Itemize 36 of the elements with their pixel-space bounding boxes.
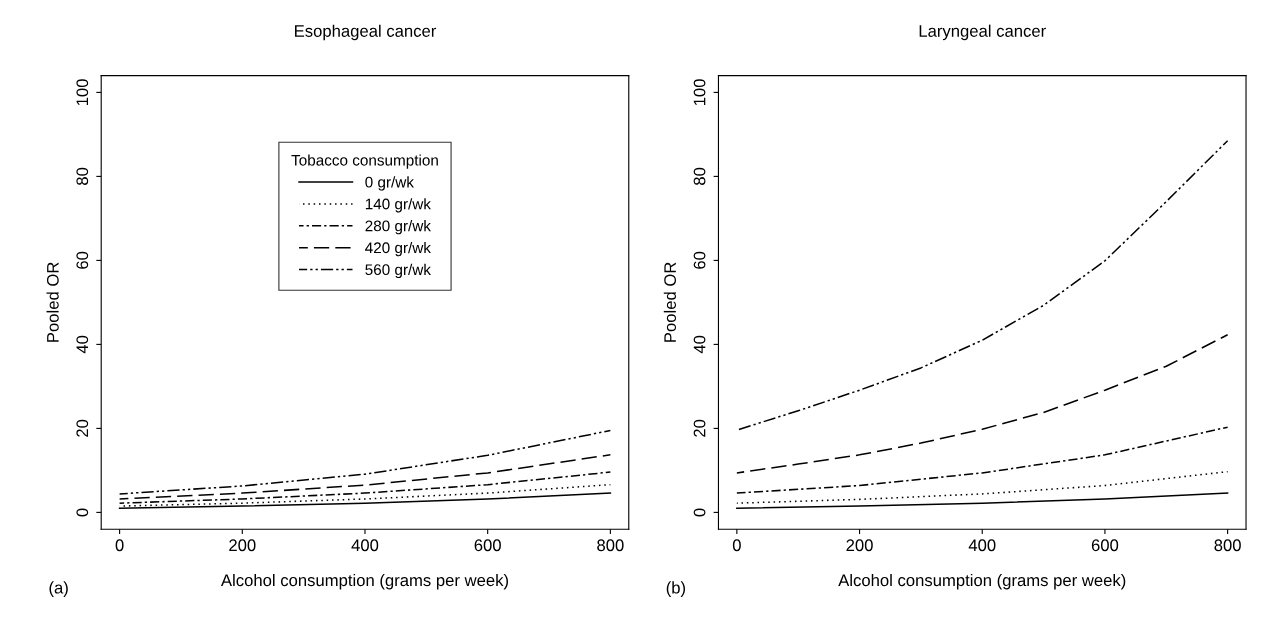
x-tick-label: 0 (115, 539, 124, 552)
y-axis-title: Pooled OR (46, 262, 59, 342)
y-tick-label: 100 (76, 79, 89, 106)
y-axis-title: Pooled OR (663, 262, 677, 342)
y-tick-label: 0 (76, 508, 89, 517)
legend-label: 280 gr/wk (365, 220, 431, 235)
y-tick-label: 40 (693, 335, 706, 354)
x-tick-label: 200 (846, 539, 873, 552)
y-tick-label: 100 (693, 79, 706, 106)
text: (a) (49, 581, 68, 597)
legend-label: 0 gr/wk (365, 176, 414, 191)
y-tick-label: 80 (693, 167, 706, 185)
x-tick-label: 400 (351, 539, 379, 552)
x-axis-title: Alcohol consumption (grams per week) (220, 573, 508, 590)
text: (b) (666, 581, 686, 597)
x-axis-title: Alcohol consumption (grams per week) (838, 573, 1126, 590)
y-tick-label: 60 (76, 251, 89, 269)
legend-label: 140 gr/wk (365, 198, 431, 213)
chart-title: Laryngeal cancer (919, 24, 1046, 41)
x-tick-label: 0 (732, 539, 741, 552)
y-tick-label: 20 (693, 419, 706, 437)
y-tick-label: 60 (693, 251, 706, 269)
legend-label: 560 gr/wk (365, 263, 431, 279)
legend-title: Tobacco consumption (291, 154, 438, 169)
y-tick-label: 80 (76, 167, 89, 185)
y-tick-label: 0 (693, 508, 706, 517)
x-tick-label: 200 (229, 539, 256, 552)
x-tick-label: 800 (597, 539, 624, 552)
y-tick-label: 20 (76, 419, 89, 437)
x-tick-label: 800 (1214, 539, 1241, 552)
legend-label: 420 gr/wk (365, 241, 431, 257)
y-tick-label: 40 (76, 335, 89, 354)
x-tick-label: 600 (1091, 539, 1119, 552)
chart-title: Esophageal cancer (295, 24, 437, 41)
x-tick-label: 600 (474, 539, 501, 552)
x-tick-label: 400 (968, 539, 996, 552)
